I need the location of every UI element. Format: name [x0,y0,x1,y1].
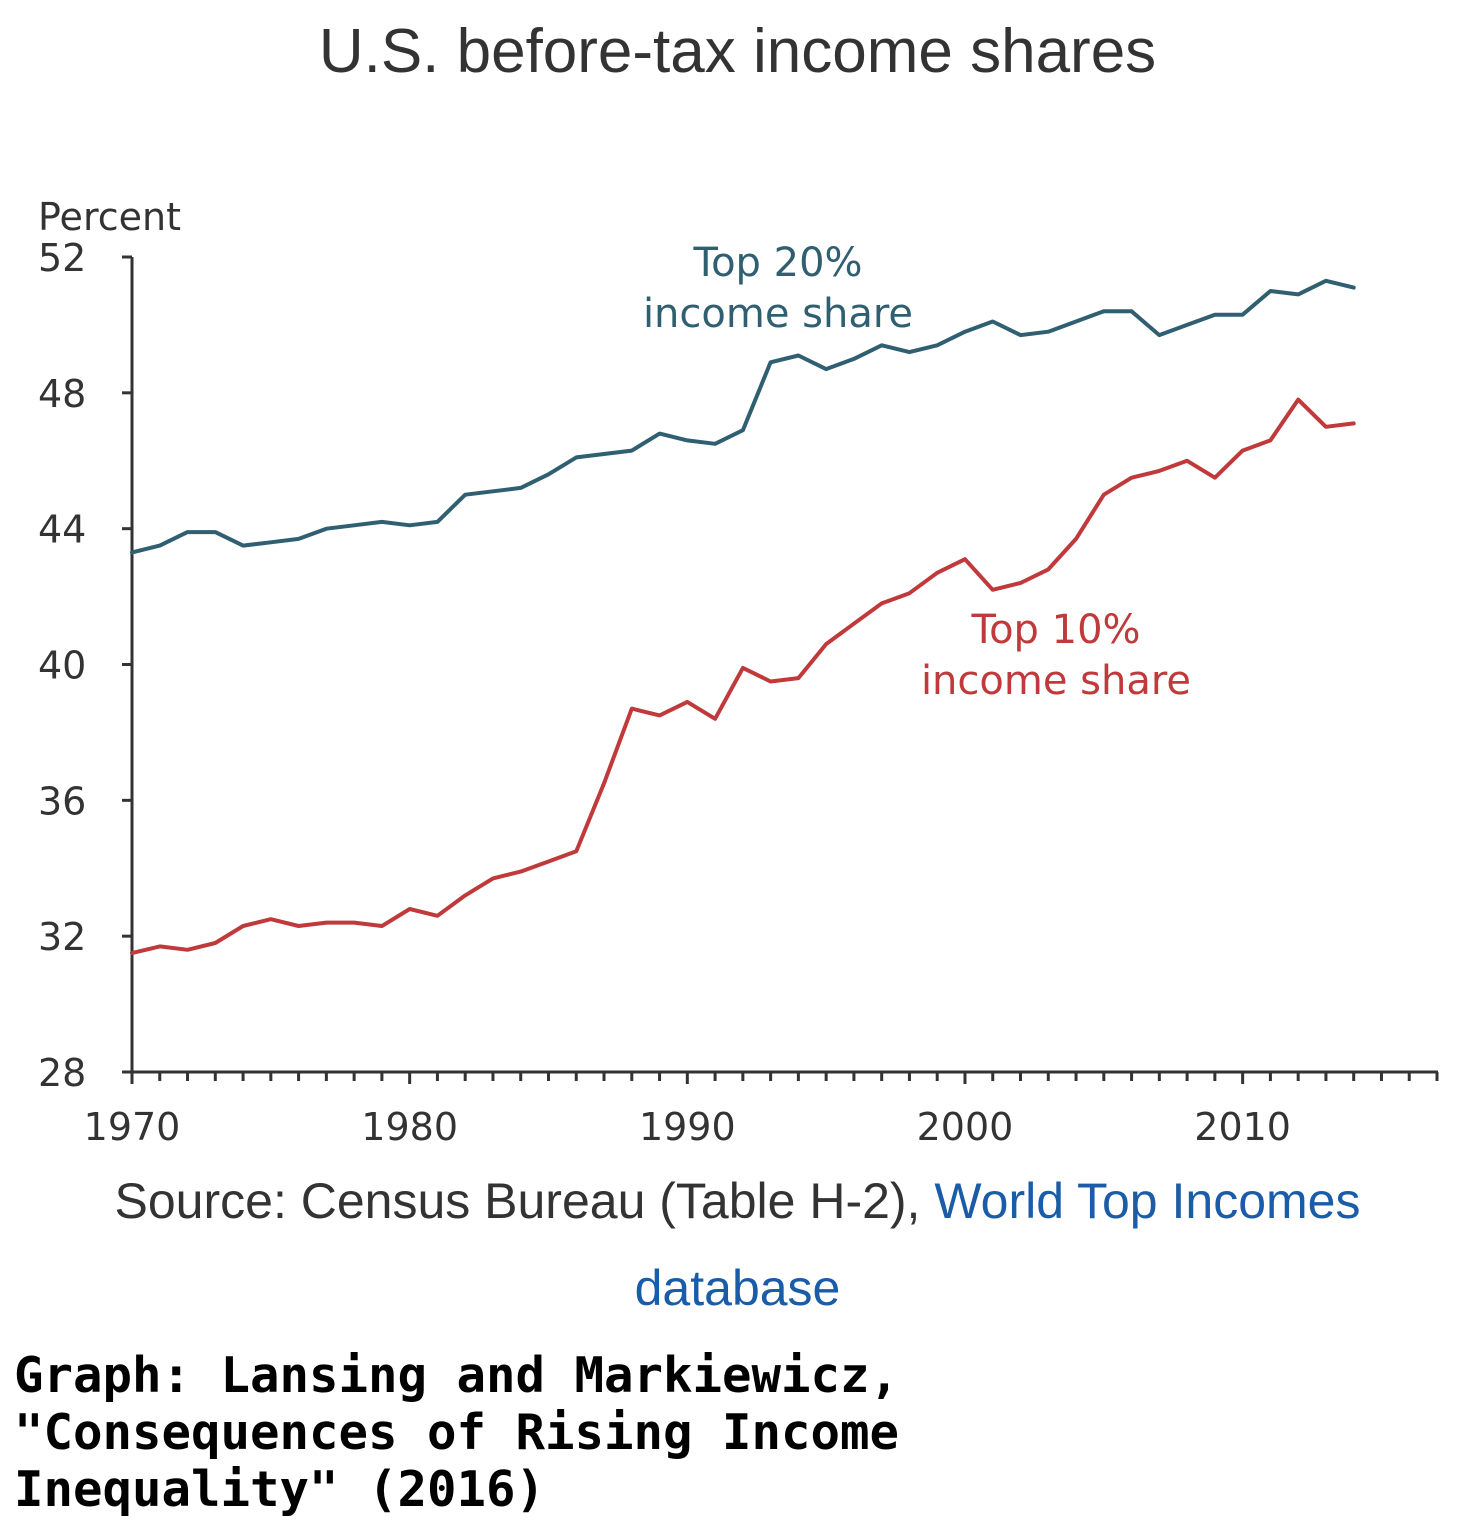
y-tick-label: 44 [38,508,86,552]
series-line-top-20 [130,278,1356,555]
series-labels: Top 20% income share Top 10% income share [643,240,1191,704]
source-prefix: Source: Census Bureau (Table H-2), [114,1173,935,1229]
source-link-world-top-incomes[interactable]: World Top Incomes [934,1173,1361,1229]
tick-marks: 28 32 36 40 44 48 52 1970 1980 1990 2000 2010 [38,236,1439,1149]
chart-title: U.S. before-tax income shares [318,17,1157,86]
x-tick-label: 1990 [639,1105,736,1149]
series-label-top-10-line2: income share [921,658,1191,704]
graph-credit: Graph: Lansing and Markiewicz, "Conseque… [14,1347,900,1518]
source-note: Source: Census Bureau (Table H-2), World… [0,1158,1475,1332]
line-chart: Percent 28 32 36 40 44 48 52 1970 1980 1990 2000 20… [38,195,1439,1149]
axes: Percent [38,195,1438,1080]
series-label-top-10-line1: Top 10% [970,607,1140,653]
series-label-top-20-line1: Top 20% [692,240,862,286]
y-tick-label: 48 [38,372,86,416]
x-tick-label: 1970 [84,1105,181,1149]
y-axis-title: Percent [38,195,181,239]
y-tick-label: 32 [38,915,86,959]
y-tick-label: 36 [38,779,86,823]
source-link-database[interactable]: database [634,1260,841,1316]
y-tick-label: 52 [38,236,86,280]
x-tick-label: 1980 [361,1105,458,1149]
x-tick-label: 2000 [917,1105,1014,1149]
series-group [130,278,1356,956]
y-tick-label: 28 [38,1051,86,1095]
x-tick-label: 2010 [1194,1105,1291,1149]
y-tick-label: 40 [38,644,86,688]
series-line-top-10 [130,397,1356,956]
series-label-top-20-line2: income share [643,291,913,337]
